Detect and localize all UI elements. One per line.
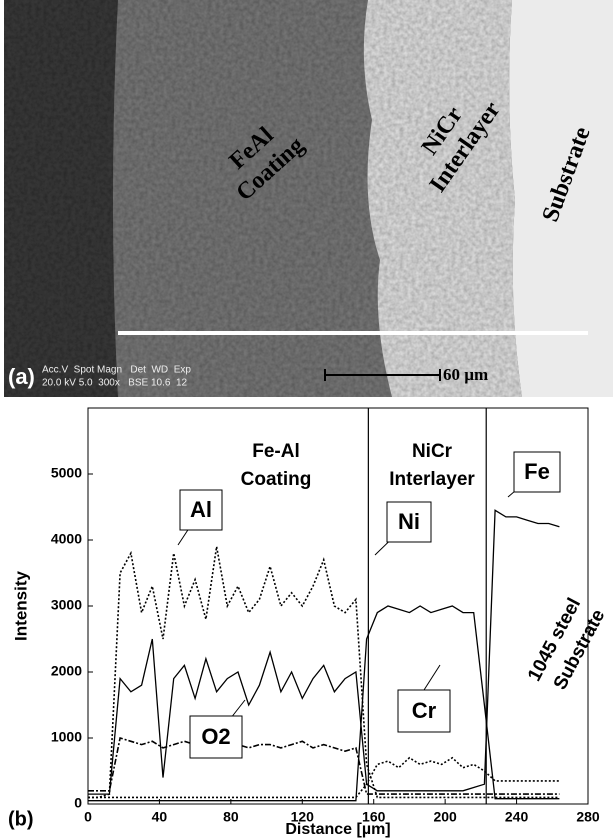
x-tick-label: 40 (152, 809, 168, 825)
x-tick-label: 240 (505, 809, 529, 825)
annotation: Interlayer (389, 469, 475, 490)
callout-leader (424, 665, 440, 690)
x-tick-label: 0 (84, 809, 92, 825)
info-line: 20.0 kV 5.0 300x BSE 10.6 12 (42, 378, 188, 389)
info-line: Acc.V Spot Magn Det WD Exp (42, 365, 191, 376)
mount-region (4, 0, 124, 397)
annotation: Fe-Al (252, 441, 300, 462)
annotation: NiCr (412, 441, 453, 462)
panel-label: (a) (8, 364, 35, 389)
y-tick-label: 0 (74, 795, 82, 811)
annotation: Coating (241, 469, 312, 490)
legend-label: Al (190, 497, 212, 522)
sem-image: 60 µm Acc.V Spot Magn Det WD Exp 20.0 kV… (4, 0, 613, 397)
x-tick-label: 280 (576, 809, 600, 825)
x-axis-label: Distance [µm] (285, 821, 390, 838)
y-axis-label: Intensity (11, 571, 30, 641)
page: 60 µm Acc.V Spot Magn Det WD Exp 20.0 kV… (0, 0, 613, 840)
panel-label: (b) (8, 808, 34, 830)
scale-label: 60 µm (443, 365, 488, 384)
plot-frame (88, 408, 588, 804)
y-tick-label: 5000 (51, 465, 82, 481)
legend-label: O2 (201, 724, 230, 749)
legend-label: Ni (398, 509, 420, 534)
series-line (88, 758, 559, 798)
x-tick-label: 80 (223, 809, 239, 825)
legend-label: Fe (524, 459, 550, 484)
y-tick-label: 4000 (51, 531, 82, 547)
y-tick-label: 2000 (51, 663, 82, 679)
series-line (88, 606, 559, 801)
interlayer-region (364, 0, 522, 397)
x-tick-label: 200 (433, 809, 457, 825)
series-line (88, 510, 559, 794)
legend-label: Cr (412, 698, 437, 723)
figure: 60 µm Acc.V Spot Magn Det WD Exp 20.0 kV… (0, 0, 613, 840)
y-tick-label: 3000 (51, 597, 82, 613)
y-tick-label: 1000 (51, 729, 82, 745)
